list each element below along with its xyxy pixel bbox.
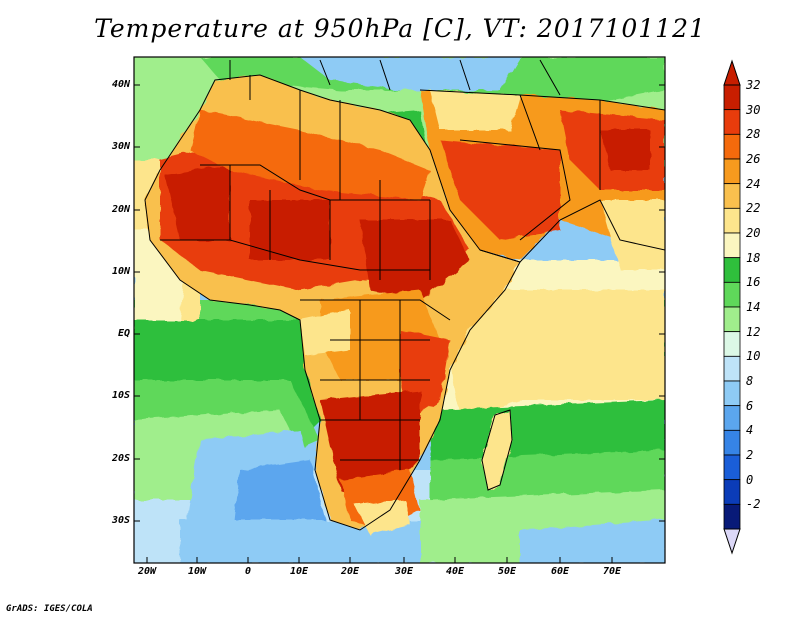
map-title: Temperature at 950hPa [C], VT: 201710112… [94,14,706,43]
north-africa-warm [190,110,430,200]
sahara-core [165,165,230,240]
borders [144,59,665,531]
y-tick-label: 30S [111,515,130,526]
y-tick-label: 20N [111,204,130,215]
colorbar-label: 14 [746,300,761,314]
south-africa-mild [355,500,410,535]
colorbar-label: -2 [746,497,761,512]
colorbar-label: 30 [746,102,761,117]
colorbar-cell [723,257,741,283]
colorbar-cell [723,355,741,382]
equatorial-mild [300,310,350,355]
x-tick-label: 70E [602,566,622,577]
colorbar-label: 16 [746,275,761,290]
colorbar-cell [723,133,741,160]
colorbar-cell [723,109,741,135]
indian-ocean-cool [520,520,665,563]
colorbar-label: 22 [746,201,761,216]
colorbar-top-arrow [723,59,741,86]
indian-ocean-light [440,290,665,420]
colorbar-label: 26 [746,152,761,166]
x-tick-label: 0 [244,566,252,577]
x-tick-label: 50E [497,566,517,577]
y-tick-marks [134,84,665,522]
y-tick-label: 10S [111,390,130,401]
turkey-mild [430,90,520,130]
colorbar-label: 24 [746,176,761,191]
y-tick-label: 40N [111,79,130,90]
y-tick-label: 20S [111,453,130,464]
plot-frame [133,56,666,564]
y-tick-label: 10N [111,266,130,277]
colorbar-label: 20 [746,226,761,240]
x-tick-marks [146,557,613,563]
colorbar-label: 6 [746,398,754,413]
x-tick-label: 20W [137,566,157,577]
madagascar [482,410,512,490]
colorbar-cell [723,84,741,111]
x-tick-label: 20E [340,566,360,577]
x-tick-label: 30E [394,566,414,577]
colorbar-cell [723,158,741,185]
colorbar-cell [723,479,741,505]
colorbar-label: 18 [746,250,761,265]
colorbar-label: 10 [746,349,761,364]
southern-ocean-blue [180,520,420,563]
credit-label: GrADS: IGES/COLA [6,604,93,614]
x-tick-label: 40E [445,566,465,577]
y-tick-label: 30N [111,141,130,152]
colorbar-bottom-arrow [723,528,741,555]
x-tick-label: 60E [550,566,570,577]
colorbar-cell [723,281,741,308]
colorbar-cell [723,183,741,209]
colorbar-label: 12 [746,324,761,339]
colorbar-label: 28 [746,127,761,142]
india-mild [600,200,665,270]
east-africa-hot [360,220,470,300]
colorbar-label: 8 [746,374,754,388]
iran-core [600,130,650,170]
arabia-hot [440,140,560,240]
x-tick-label: 10W [187,566,207,577]
colorbar-cell [723,380,741,407]
europe-cool [300,57,520,90]
colorbar-cell [723,405,741,431]
colorbar-label: 32 [746,78,761,92]
x-tick-label: 10E [289,566,309,577]
colorbar-cell [723,306,741,333]
colorbar-label: 0 [746,472,754,487]
colorbar-cell [723,331,741,357]
colorbar-label: 4 [746,423,754,438]
colorbar-label: 2 [746,448,754,462]
colorbar-cell [723,503,741,530]
y-tick-label: EQ [117,328,130,339]
colorbar-cell [723,232,741,259]
colorbar-cell [723,207,741,234]
colorbar-cell [723,429,741,456]
colorbar-cell [723,454,741,481]
